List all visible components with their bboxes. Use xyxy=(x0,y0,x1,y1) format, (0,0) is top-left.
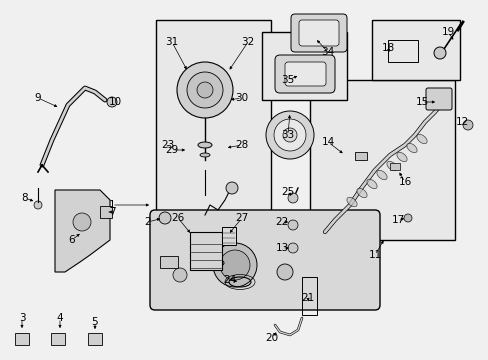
Circle shape xyxy=(287,220,297,230)
Circle shape xyxy=(283,128,296,142)
Circle shape xyxy=(197,82,213,98)
Text: 14: 14 xyxy=(321,137,334,147)
Ellipse shape xyxy=(200,153,209,157)
Ellipse shape xyxy=(198,142,212,148)
Text: 21: 21 xyxy=(301,293,314,303)
Circle shape xyxy=(287,243,297,253)
Text: 5: 5 xyxy=(92,317,98,327)
Circle shape xyxy=(403,214,411,222)
Text: 12: 12 xyxy=(454,117,468,127)
Text: 19: 19 xyxy=(441,27,454,37)
FancyBboxPatch shape xyxy=(150,210,379,310)
FancyBboxPatch shape xyxy=(285,62,325,86)
Text: 31: 31 xyxy=(165,37,178,47)
Ellipse shape xyxy=(346,197,356,207)
Text: 34: 34 xyxy=(321,47,334,57)
Bar xyxy=(262,32,346,100)
Text: 35: 35 xyxy=(281,75,294,85)
Circle shape xyxy=(213,243,257,287)
Bar xyxy=(302,277,316,315)
FancyBboxPatch shape xyxy=(425,88,451,110)
Circle shape xyxy=(265,111,313,159)
Bar xyxy=(88,333,102,345)
Ellipse shape xyxy=(366,179,376,189)
Circle shape xyxy=(73,213,91,231)
Bar xyxy=(100,206,112,218)
Text: 1: 1 xyxy=(108,200,115,210)
FancyBboxPatch shape xyxy=(290,14,346,52)
Bar xyxy=(190,232,222,270)
Text: 17: 17 xyxy=(390,215,404,225)
Ellipse shape xyxy=(356,188,366,198)
Ellipse shape xyxy=(406,143,416,153)
Text: 11: 11 xyxy=(367,250,381,260)
Circle shape xyxy=(276,264,292,280)
Bar xyxy=(15,333,29,345)
Text: 25: 25 xyxy=(281,187,294,197)
Ellipse shape xyxy=(396,152,407,162)
Text: 26: 26 xyxy=(171,213,184,223)
Circle shape xyxy=(220,250,249,280)
Bar xyxy=(156,20,270,275)
Circle shape xyxy=(177,62,232,118)
Text: 16: 16 xyxy=(398,177,411,187)
Bar xyxy=(160,256,178,268)
Ellipse shape xyxy=(416,134,426,144)
Text: 3: 3 xyxy=(19,313,25,323)
Text: 30: 30 xyxy=(235,93,248,103)
Text: 7: 7 xyxy=(108,207,115,217)
Text: 22: 22 xyxy=(275,217,288,227)
Text: 32: 32 xyxy=(241,37,254,47)
Bar xyxy=(389,163,399,170)
Text: 6: 6 xyxy=(68,235,75,245)
FancyBboxPatch shape xyxy=(298,20,338,46)
Circle shape xyxy=(433,47,445,59)
Text: 27: 27 xyxy=(235,213,248,223)
Circle shape xyxy=(186,72,223,108)
Text: 18: 18 xyxy=(381,43,394,53)
Circle shape xyxy=(273,119,305,151)
Text: 24: 24 xyxy=(223,275,236,285)
Circle shape xyxy=(225,182,238,194)
Polygon shape xyxy=(55,190,110,272)
Circle shape xyxy=(34,201,42,209)
Text: 28: 28 xyxy=(235,140,248,150)
Text: 9: 9 xyxy=(35,93,41,103)
Text: 4: 4 xyxy=(57,313,63,323)
Text: 33: 33 xyxy=(281,130,294,140)
Bar xyxy=(222,227,236,245)
FancyBboxPatch shape xyxy=(274,55,334,93)
Bar xyxy=(387,40,417,62)
Text: 29: 29 xyxy=(165,145,178,155)
Bar xyxy=(309,80,454,240)
Bar xyxy=(371,20,459,80)
Bar xyxy=(51,333,65,345)
Ellipse shape xyxy=(386,161,396,171)
Text: 8: 8 xyxy=(21,193,28,203)
Circle shape xyxy=(107,97,117,107)
Ellipse shape xyxy=(205,259,224,267)
Circle shape xyxy=(159,212,171,224)
Circle shape xyxy=(173,268,186,282)
Text: 15: 15 xyxy=(414,97,428,107)
Circle shape xyxy=(287,193,297,203)
Text: 2: 2 xyxy=(144,217,151,227)
Text: 10: 10 xyxy=(108,97,122,107)
Text: 23: 23 xyxy=(161,140,174,150)
Text: 13: 13 xyxy=(275,243,288,253)
Bar xyxy=(354,152,366,160)
Ellipse shape xyxy=(376,170,386,180)
Circle shape xyxy=(462,120,472,130)
Text: 20: 20 xyxy=(265,333,278,343)
